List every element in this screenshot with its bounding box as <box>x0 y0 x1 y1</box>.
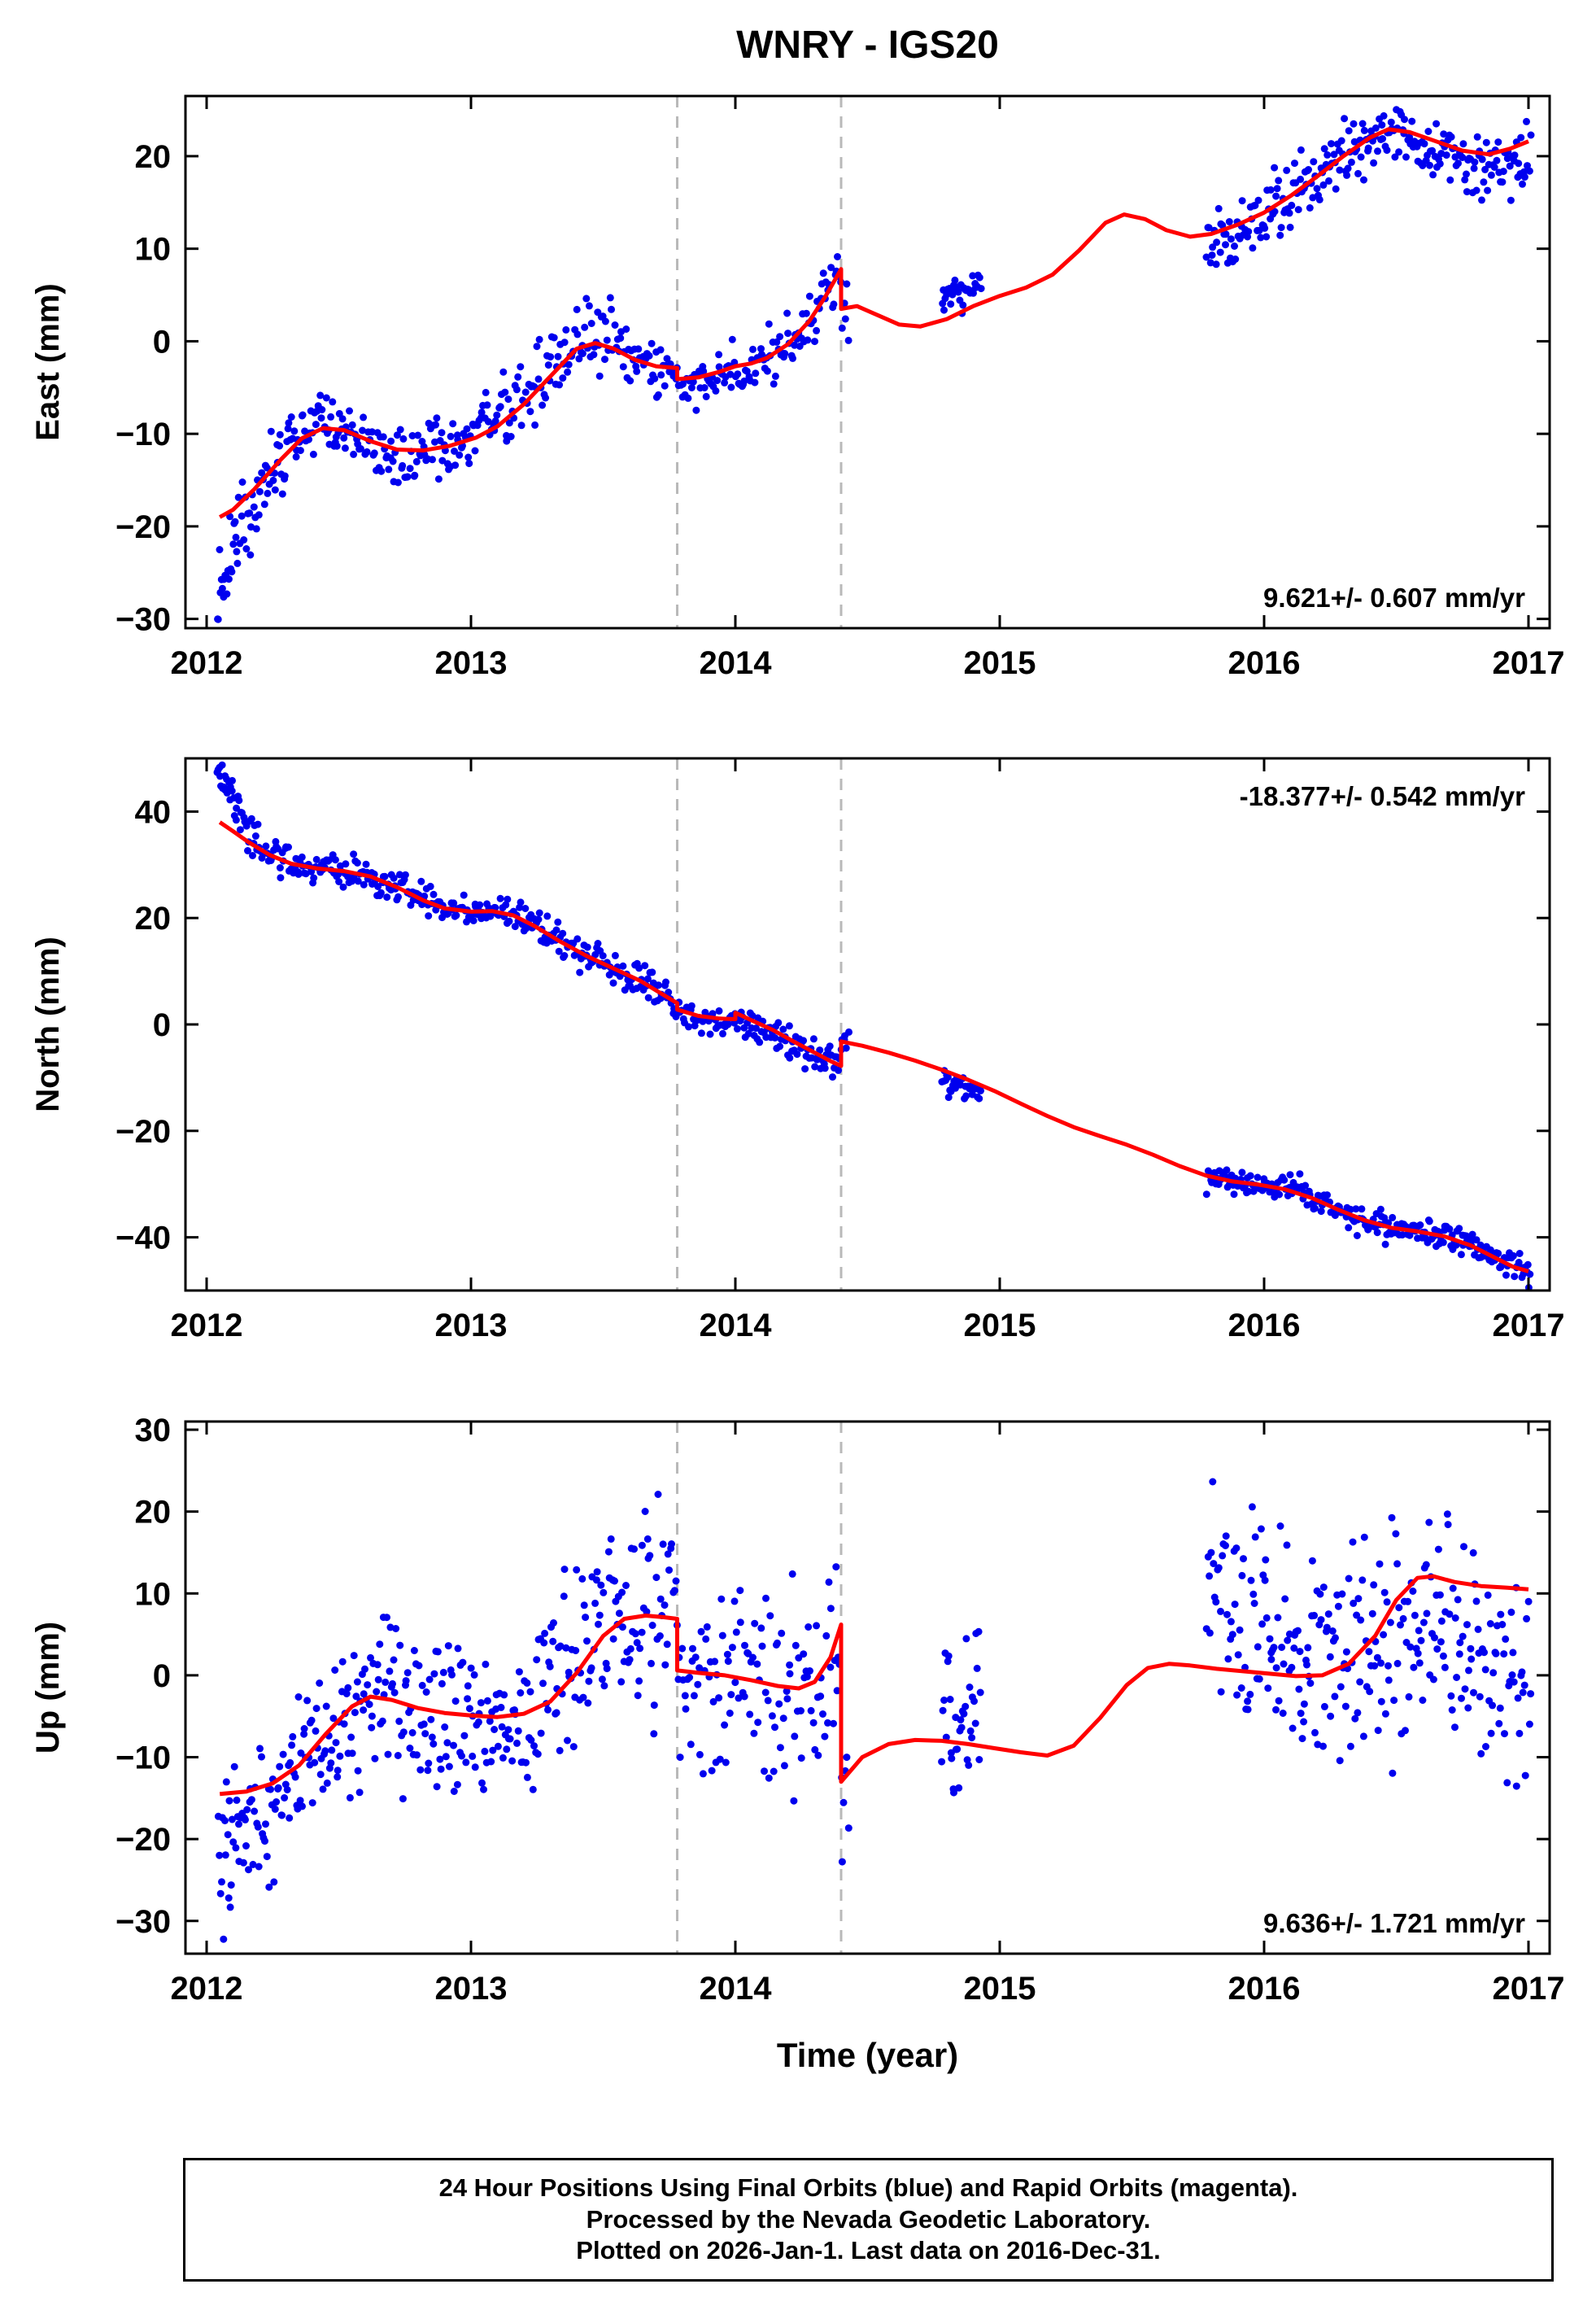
north-x-tick-label: 2016 <box>1228 1308 1301 1343</box>
north-scatter-points <box>213 761 1534 1291</box>
north-panel: 2012 2013 2014 2015 2016 2017 −40 −20 0 20 40 North… <box>30 757 1565 1343</box>
up-frame <box>184 1420 1551 1955</box>
up-panel: 2012 2013 2014 2015 2016 2017 −30 −20 −10 0 10 20 30… <box>30 1413 1564 2007</box>
east-scatter-points <box>214 106 1535 623</box>
east-y-tick-label: −20 <box>116 509 171 545</box>
east-x-tick-label: 2017 <box>1493 645 1565 681</box>
up-x-tick-label: 2014 <box>700 1971 773 2007</box>
north-y-tick-label: 40 <box>135 794 172 830</box>
footer-line-2: Processed by the Nevada Geodetic Laborat… <box>586 2204 1151 2234</box>
up-scatter-points <box>214 1478 1535 1943</box>
up-y-tick-label: 30 <box>135 1413 172 1448</box>
up-x-tick-label: 2016 <box>1228 1971 1301 2007</box>
up-y-tick-label: −20 <box>116 1822 171 1858</box>
north-y-tick-label: 0 <box>153 1007 171 1043</box>
up-x-tick-label: 2017 <box>1493 1971 1565 2007</box>
up-rate-label: 9.636+/- 1.721 mm/yr <box>1263 1908 1525 1938</box>
north-x-tick-label: 2014 <box>700 1308 773 1343</box>
footer-line-1: 24 Hour Positions Using Final Orbits (bl… <box>438 2173 1298 2202</box>
north-y-tick-label: −20 <box>116 1114 171 1150</box>
north-x-tick-label: 2015 <box>964 1308 1036 1343</box>
footer-note-box: 24 Hour Positions Using Final Orbits (bl… <box>183 2158 1554 2282</box>
up-y-tick-label: 0 <box>153 1658 171 1694</box>
north-x-tick-label: 2017 <box>1493 1308 1565 1343</box>
east-y-tick-label: −30 <box>116 602 171 638</box>
up-x-tick-label: 2012 <box>171 1971 243 2007</box>
north-y-tick-label: −40 <box>116 1221 171 1256</box>
north-model-line <box>218 820 1529 1273</box>
east-y-tick-label: 0 <box>153 324 171 360</box>
north-x-tick-label: 2012 <box>171 1308 243 1343</box>
east-y-tick-label: 20 <box>135 139 172 175</box>
up-y-tick-label: 20 <box>135 1495 172 1531</box>
up-y-tick-label: −10 <box>116 1740 171 1776</box>
east-x-tick-label: 2015 <box>964 645 1036 681</box>
up-axis-label: Up (mm) <box>30 1622 66 1754</box>
up-x-tick-label: 2015 <box>964 1971 1036 2007</box>
north-rate-label: -18.377+/- 0.542 mm/yr <box>1240 781 1525 811</box>
figure-title: WNRY - IGS20 <box>736 24 999 67</box>
east-x-tick-label: 2012 <box>171 645 243 681</box>
north-axis-label: North (mm) <box>30 937 66 1112</box>
east-x-tick-label: 2016 <box>1228 645 1301 681</box>
east-axis-label: East (mm) <box>30 283 66 440</box>
east-panel: 2012 2013 2014 2015 2016 2017 −30 −20 −10 0 10 20 Ea… <box>30 94 1565 681</box>
x-axis-label: Time (year) <box>777 2036 958 2074</box>
east-x-tick-label: 2013 <box>435 645 508 681</box>
east-model-line <box>218 127 1529 519</box>
up-x-tick-label: 2013 <box>435 1971 508 2007</box>
up-model-line <box>219 1574 1529 1797</box>
east-rate-label: 9.621+/- 0.607 mm/yr <box>1263 583 1525 613</box>
east-x-tick-label: 2014 <box>700 645 773 681</box>
footer-line-3: Plotted on 2026-Jan-1. Last data on 2016… <box>576 2236 1161 2265</box>
north-y-tick-label: 20 <box>135 901 172 937</box>
east-frame <box>184 94 1551 630</box>
up-y-tick-label: 10 <box>135 1576 172 1612</box>
east-y-tick-label: −10 <box>116 417 171 452</box>
east-y-tick-label: 10 <box>135 232 172 268</box>
up-y-tick-label: −30 <box>116 1904 171 1940</box>
north-x-tick-label: 2013 <box>435 1308 508 1343</box>
